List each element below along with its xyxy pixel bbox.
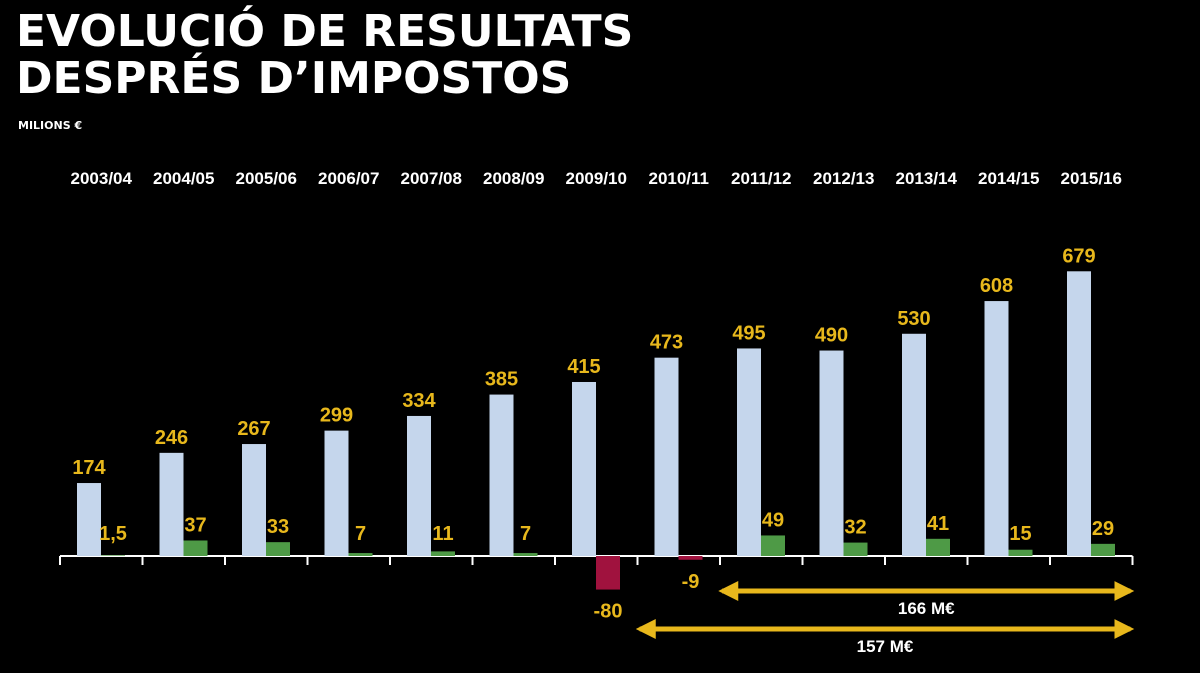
profit-value-label: 37 [184,514,206,536]
season-label: 2015/16 [1061,169,1122,188]
season-label: 2013/14 [896,169,958,188]
revenue-bar [324,430,349,556]
revenue-value-label: 608 [980,275,1013,297]
revenue-value-label: 490 [815,325,848,347]
range-arrow-label: 166 M€ [898,599,955,618]
revenue-value-label: 415 [567,356,600,378]
chart-subtitle: MILIONS € [18,119,83,132]
profit-value-label: 29 [1092,518,1114,540]
revenue-value-label: 334 [402,390,436,412]
revenue-value-label: 246 [155,427,188,449]
profit-bar [101,555,125,556]
season-label: 2006/07 [318,169,379,188]
revenue-bar [819,350,844,556]
season-label: 2012/13 [813,169,874,188]
revenue-bar [407,415,431,556]
loss-value-label: -80 [594,601,623,623]
profit-bar [1091,543,1115,556]
title-line-2: DESPRÉS D’IMPOSTOS [16,53,572,104]
profit-value-label: 32 [844,517,866,539]
season-label: 2005/06 [236,169,297,188]
season-label: 2003/04 [71,169,133,188]
profit-value-label: 11 [432,523,453,545]
profit-bar [926,538,950,556]
chart-title: EVOLUCIÓ DE RESULTATS DESPRÉS D’IMPOSTOS [16,8,633,102]
profit-bar [266,542,290,556]
revenue-bar [1067,271,1091,556]
profit-value-label: 41 [927,513,949,535]
season-label: 2014/15 [978,169,1039,188]
revenue-value-label: 473 [650,332,683,354]
profit-value-label: 7 [355,523,366,545]
profit-value-label: 49 [762,509,784,531]
revenue-value-label: 267 [237,418,270,440]
season-label: 2011/12 [731,169,792,188]
profit-bar [183,540,208,556]
profit-bar [513,553,538,556]
profit-bar [431,551,455,556]
revenue-bar [654,357,679,556]
loss-bar [678,556,703,560]
profit-bar [348,553,373,556]
profit-bar [1008,549,1033,556]
season-label: 2004/05 [153,169,214,188]
revenue-bar [902,333,926,556]
profit-bar [843,542,868,556]
revenue-bar [984,301,1009,556]
revenue-bar [77,483,101,556]
loss-bar [596,556,620,590]
season-label: 2007/08 [401,169,462,188]
season-label: 2010/11 [648,169,709,188]
revenue-value-label: 299 [320,405,353,427]
revenue-value-label: 495 [732,322,765,344]
profit-value-label: 33 [267,516,289,538]
revenue-bar [572,381,596,556]
profit-value-label: 7 [520,523,531,545]
season-label: 2009/10 [566,169,627,188]
loss-value-label: -9 [682,571,700,593]
season-label: 2008/09 [483,169,544,188]
revenue-bar [242,444,266,556]
title-line-1: EVOLUCIÓ DE RESULTATS [16,6,634,57]
revenue-value-label: 385 [485,369,518,391]
profit-bar [761,535,785,556]
revenue-bar [159,452,184,556]
profit-value-label: 15 [1009,523,1031,545]
range-arrow-label: 157 M€ [857,637,914,656]
revenue-bar [737,348,761,556]
profit-value-label: 1,5 [99,523,127,545]
revenue-value-label: 174 [72,457,106,479]
revenue-value-label: 679 [1062,245,1095,267]
revenue-bar [489,394,514,556]
revenue-value-label: 530 [897,308,930,330]
